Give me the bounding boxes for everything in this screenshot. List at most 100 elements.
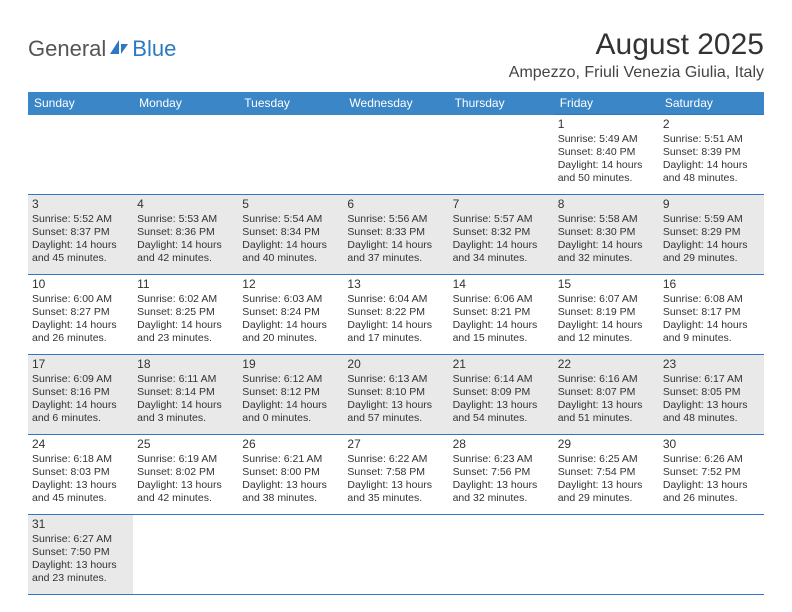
empty-cell xyxy=(238,115,343,195)
day-cell-10: 10Sunrise: 6:00 AMSunset: 8:27 PMDayligh… xyxy=(28,275,133,355)
daylight-line: Daylight: 14 hours and 32 minutes. xyxy=(558,239,655,265)
empty-cell xyxy=(343,115,448,195)
daylight-line: Daylight: 14 hours and 20 minutes. xyxy=(242,319,339,345)
daylight-line: Daylight: 14 hours and 17 minutes. xyxy=(347,319,444,345)
sunset-line: Sunset: 8:00 PM xyxy=(242,466,339,479)
sunrise-line: Sunrise: 6:09 AM xyxy=(32,373,129,386)
sunset-line: Sunset: 8:05 PM xyxy=(663,386,760,399)
sunset-line: Sunset: 8:27 PM xyxy=(32,306,129,319)
day-cell-25: 25Sunrise: 6:19 AMSunset: 8:02 PMDayligh… xyxy=(133,435,238,515)
day-number: 22 xyxy=(558,357,655,372)
day-number: 5 xyxy=(242,197,339,212)
sunrise-line: Sunrise: 6:06 AM xyxy=(453,293,550,306)
day-cell-13: 13Sunrise: 6:04 AMSunset: 8:22 PMDayligh… xyxy=(343,275,448,355)
sunrise-line: Sunrise: 5:51 AM xyxy=(663,133,760,146)
day-number: 10 xyxy=(32,277,129,292)
empty-cell xyxy=(133,515,238,595)
sunset-line: Sunset: 8:09 PM xyxy=(453,386,550,399)
daylight-line: Daylight: 14 hours and 45 minutes. xyxy=(32,239,129,265)
day-cell-4: 4Sunrise: 5:53 AMSunset: 8:36 PMDaylight… xyxy=(133,195,238,275)
day-number: 29 xyxy=(558,437,655,452)
sunset-line: Sunset: 7:50 PM xyxy=(32,546,129,559)
day-cell-5: 5Sunrise: 5:54 AMSunset: 8:34 PMDaylight… xyxy=(238,195,343,275)
sunrise-line: Sunrise: 6:21 AM xyxy=(242,453,339,466)
day-cell-23: 23Sunrise: 6:17 AMSunset: 8:05 PMDayligh… xyxy=(659,355,764,435)
dayname-saturday: Saturday xyxy=(659,92,764,115)
daylight-line: Daylight: 14 hours and 15 minutes. xyxy=(453,319,550,345)
day-number: 19 xyxy=(242,357,339,372)
daylight-line: Daylight: 13 hours and 42 minutes. xyxy=(137,479,234,505)
sunrise-line: Sunrise: 5:54 AM xyxy=(242,213,339,226)
sunset-line: Sunset: 8:02 PM xyxy=(137,466,234,479)
day-number: 30 xyxy=(663,437,760,452)
sunset-line: Sunset: 8:07 PM xyxy=(558,386,655,399)
dayname-monday: Monday xyxy=(133,92,238,115)
day-cell-26: 26Sunrise: 6:21 AMSunset: 8:00 PMDayligh… xyxy=(238,435,343,515)
day-number: 28 xyxy=(453,437,550,452)
sunset-line: Sunset: 8:17 PM xyxy=(663,306,760,319)
sunrise-line: Sunrise: 6:13 AM xyxy=(347,373,444,386)
empty-cell xyxy=(343,515,448,595)
day-number: 14 xyxy=(453,277,550,292)
week-row: 3Sunrise: 5:52 AMSunset: 8:37 PMDaylight… xyxy=(28,195,764,275)
sunrise-line: Sunrise: 6:02 AM xyxy=(137,293,234,306)
sunrise-line: Sunrise: 6:14 AM xyxy=(453,373,550,386)
day-number: 7 xyxy=(453,197,550,212)
day-number: 12 xyxy=(242,277,339,292)
day-cell-6: 6Sunrise: 5:56 AMSunset: 8:33 PMDaylight… xyxy=(343,195,448,275)
day-number: 26 xyxy=(242,437,339,452)
daylight-line: Daylight: 14 hours and 50 minutes. xyxy=(558,159,655,185)
daylight-line: Daylight: 13 hours and 38 minutes. xyxy=(242,479,339,505)
day-cell-8: 8Sunrise: 5:58 AMSunset: 8:30 PMDaylight… xyxy=(554,195,659,275)
empty-cell xyxy=(449,115,554,195)
sunset-line: Sunset: 8:22 PM xyxy=(347,306,444,319)
sunrise-line: Sunrise: 6:03 AM xyxy=(242,293,339,306)
page-title: August 2025 xyxy=(509,28,764,62)
day-number: 3 xyxy=(32,197,129,212)
sunrise-line: Sunrise: 5:59 AM xyxy=(663,213,760,226)
day-cell-20: 20Sunrise: 6:13 AMSunset: 8:10 PMDayligh… xyxy=(343,355,448,435)
day-number: 21 xyxy=(453,357,550,372)
daylight-line: Daylight: 14 hours and 6 minutes. xyxy=(32,399,129,425)
day-cell-22: 22Sunrise: 6:16 AMSunset: 8:07 PMDayligh… xyxy=(554,355,659,435)
daylight-line: Daylight: 13 hours and 29 minutes. xyxy=(558,479,655,505)
sunset-line: Sunset: 7:58 PM xyxy=(347,466,444,479)
day-cell-3: 3Sunrise: 5:52 AMSunset: 8:37 PMDaylight… xyxy=(28,195,133,275)
empty-cell xyxy=(238,515,343,595)
daylight-line: Daylight: 14 hours and 42 minutes. xyxy=(137,239,234,265)
day-number: 6 xyxy=(347,197,444,212)
sunrise-line: Sunrise: 5:49 AM xyxy=(558,133,655,146)
day-cell-1: 1Sunrise: 5:49 AMSunset: 8:40 PMDaylight… xyxy=(554,115,659,195)
day-cell-30: 30Sunrise: 6:26 AMSunset: 7:52 PMDayligh… xyxy=(659,435,764,515)
sunset-line: Sunset: 7:52 PM xyxy=(663,466,760,479)
daylight-line: Daylight: 13 hours and 23 minutes. xyxy=(32,559,129,585)
day-cell-18: 18Sunrise: 6:11 AMSunset: 8:14 PMDayligh… xyxy=(133,355,238,435)
sunset-line: Sunset: 8:29 PM xyxy=(663,226,760,239)
sunrise-line: Sunrise: 5:53 AM xyxy=(137,213,234,226)
empty-cell xyxy=(133,115,238,195)
day-cell-9: 9Sunrise: 5:59 AMSunset: 8:29 PMDaylight… xyxy=(659,195,764,275)
sunrise-line: Sunrise: 5:56 AM xyxy=(347,213,444,226)
sunrise-line: Sunrise: 6:27 AM xyxy=(32,533,129,546)
daylight-line: Daylight: 14 hours and 40 minutes. xyxy=(242,239,339,265)
day-cell-17: 17Sunrise: 6:09 AMSunset: 8:16 PMDayligh… xyxy=(28,355,133,435)
day-number: 23 xyxy=(663,357,760,372)
week-row: 17Sunrise: 6:09 AMSunset: 8:16 PMDayligh… xyxy=(28,355,764,435)
daylight-line: Daylight: 13 hours and 57 minutes. xyxy=(347,399,444,425)
sunset-line: Sunset: 7:54 PM xyxy=(558,466,655,479)
sunset-line: Sunset: 8:33 PM xyxy=(347,226,444,239)
logo: General Blue xyxy=(28,36,176,62)
daylight-line: Daylight: 14 hours and 26 minutes. xyxy=(32,319,129,345)
sunset-line: Sunset: 8:39 PM xyxy=(663,146,760,159)
sunset-line: Sunset: 8:30 PM xyxy=(558,226,655,239)
day-cell-11: 11Sunrise: 6:02 AMSunset: 8:25 PMDayligh… xyxy=(133,275,238,355)
daylight-line: Daylight: 14 hours and 29 minutes. xyxy=(663,239,760,265)
day-cell-16: 16Sunrise: 6:08 AMSunset: 8:17 PMDayligh… xyxy=(659,275,764,355)
week-row: 31Sunrise: 6:27 AMSunset: 7:50 PMDayligh… xyxy=(28,515,764,595)
sunset-line: Sunset: 8:36 PM xyxy=(137,226,234,239)
sunset-line: Sunset: 8:25 PM xyxy=(137,306,234,319)
empty-cell xyxy=(449,515,554,595)
daylight-line: Daylight: 14 hours and 23 minutes. xyxy=(137,319,234,345)
sunset-line: Sunset: 8:34 PM xyxy=(242,226,339,239)
sunset-line: Sunset: 8:12 PM xyxy=(242,386,339,399)
